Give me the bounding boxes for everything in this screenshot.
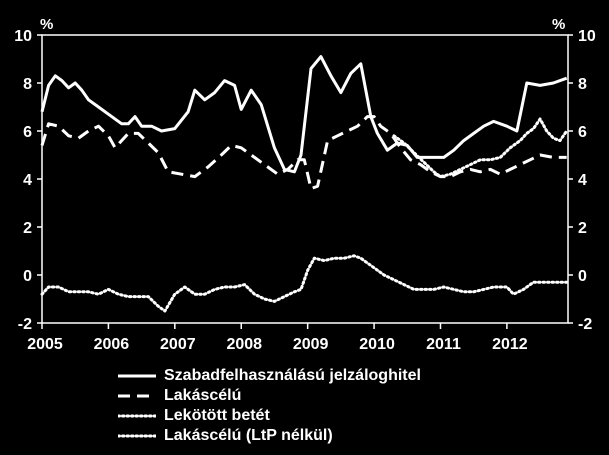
legend-label: Lakáscélú bbox=[164, 387, 242, 404]
y-tick-label-right: 6 bbox=[578, 124, 587, 141]
legend-label: Szabadfelhasználású jelzáloghitel bbox=[164, 367, 421, 384]
x-tick-label: 2010 bbox=[359, 336, 395, 353]
legend-item-4: Lakáscélú (LtP nélkül) bbox=[118, 426, 421, 446]
legend-item-3: Lekötött betét bbox=[118, 406, 421, 426]
x-tick-label: 2012 bbox=[492, 336, 528, 353]
legend-label: Lekötött betét bbox=[164, 407, 270, 424]
y-tick-label-right: 0 bbox=[578, 268, 587, 285]
series-layer bbox=[40, 55, 569, 313]
y-tick-label-left: 0 bbox=[23, 268, 32, 285]
y-axis-unit-right: % bbox=[552, 16, 565, 33]
series-line-1 bbox=[40, 55, 568, 174]
y-tick-label-right: 8 bbox=[578, 76, 587, 93]
y-tick-label-right: 2 bbox=[578, 220, 587, 237]
x-tick-label: 2007 bbox=[160, 336, 196, 353]
legend-label: Lakáscélú (LtP nélkül) bbox=[164, 427, 333, 444]
chart-legend: Szabadfelhasználású jelzáloghitel Lakáscé… bbox=[118, 366, 421, 446]
axes-layer: 10 10 8 8 6 6 4 4 2 2 0 0 -2 -2 2005 2006 2007 2008 2009 20… bbox=[14, 28, 596, 353]
legend-item-2: Lakáscélú bbox=[118, 386, 421, 406]
y-axis-unit-left: % bbox=[40, 16, 53, 33]
y-tick-label-left: 8 bbox=[23, 76, 32, 93]
y-tick-label-left: -2 bbox=[18, 316, 32, 333]
x-tick-label: 2009 bbox=[293, 336, 329, 353]
x-tick-label: 2005 bbox=[27, 336, 63, 353]
y-tick-label-right: -2 bbox=[578, 316, 592, 333]
y-tick-label-left: 6 bbox=[23, 124, 32, 141]
y-tick-label-left: 10 bbox=[14, 28, 32, 45]
series-line-3 bbox=[392, 117, 569, 179]
x-tick-label: 2006 bbox=[94, 336, 130, 353]
legend-swatch bbox=[118, 374, 156, 378]
x-tick-label: 2011 bbox=[426, 336, 461, 353]
legend-swatch bbox=[118, 434, 156, 438]
legend-swatch bbox=[118, 414, 156, 418]
y-tick-label-right: 10 bbox=[578, 28, 596, 45]
series-line-2 bbox=[40, 115, 567, 191]
legend-item-1: Szabadfelhasználású jelzáloghitel bbox=[118, 366, 421, 386]
y-tick-label-left: 4 bbox=[23, 172, 32, 189]
legend-swatch bbox=[118, 394, 156, 398]
y-tick-label-left: 2 bbox=[23, 220, 32, 237]
series-line-4 bbox=[40, 254, 569, 313]
x-tick-label: 2008 bbox=[226, 336, 262, 353]
y-tick-label-right: 4 bbox=[578, 172, 587, 189]
